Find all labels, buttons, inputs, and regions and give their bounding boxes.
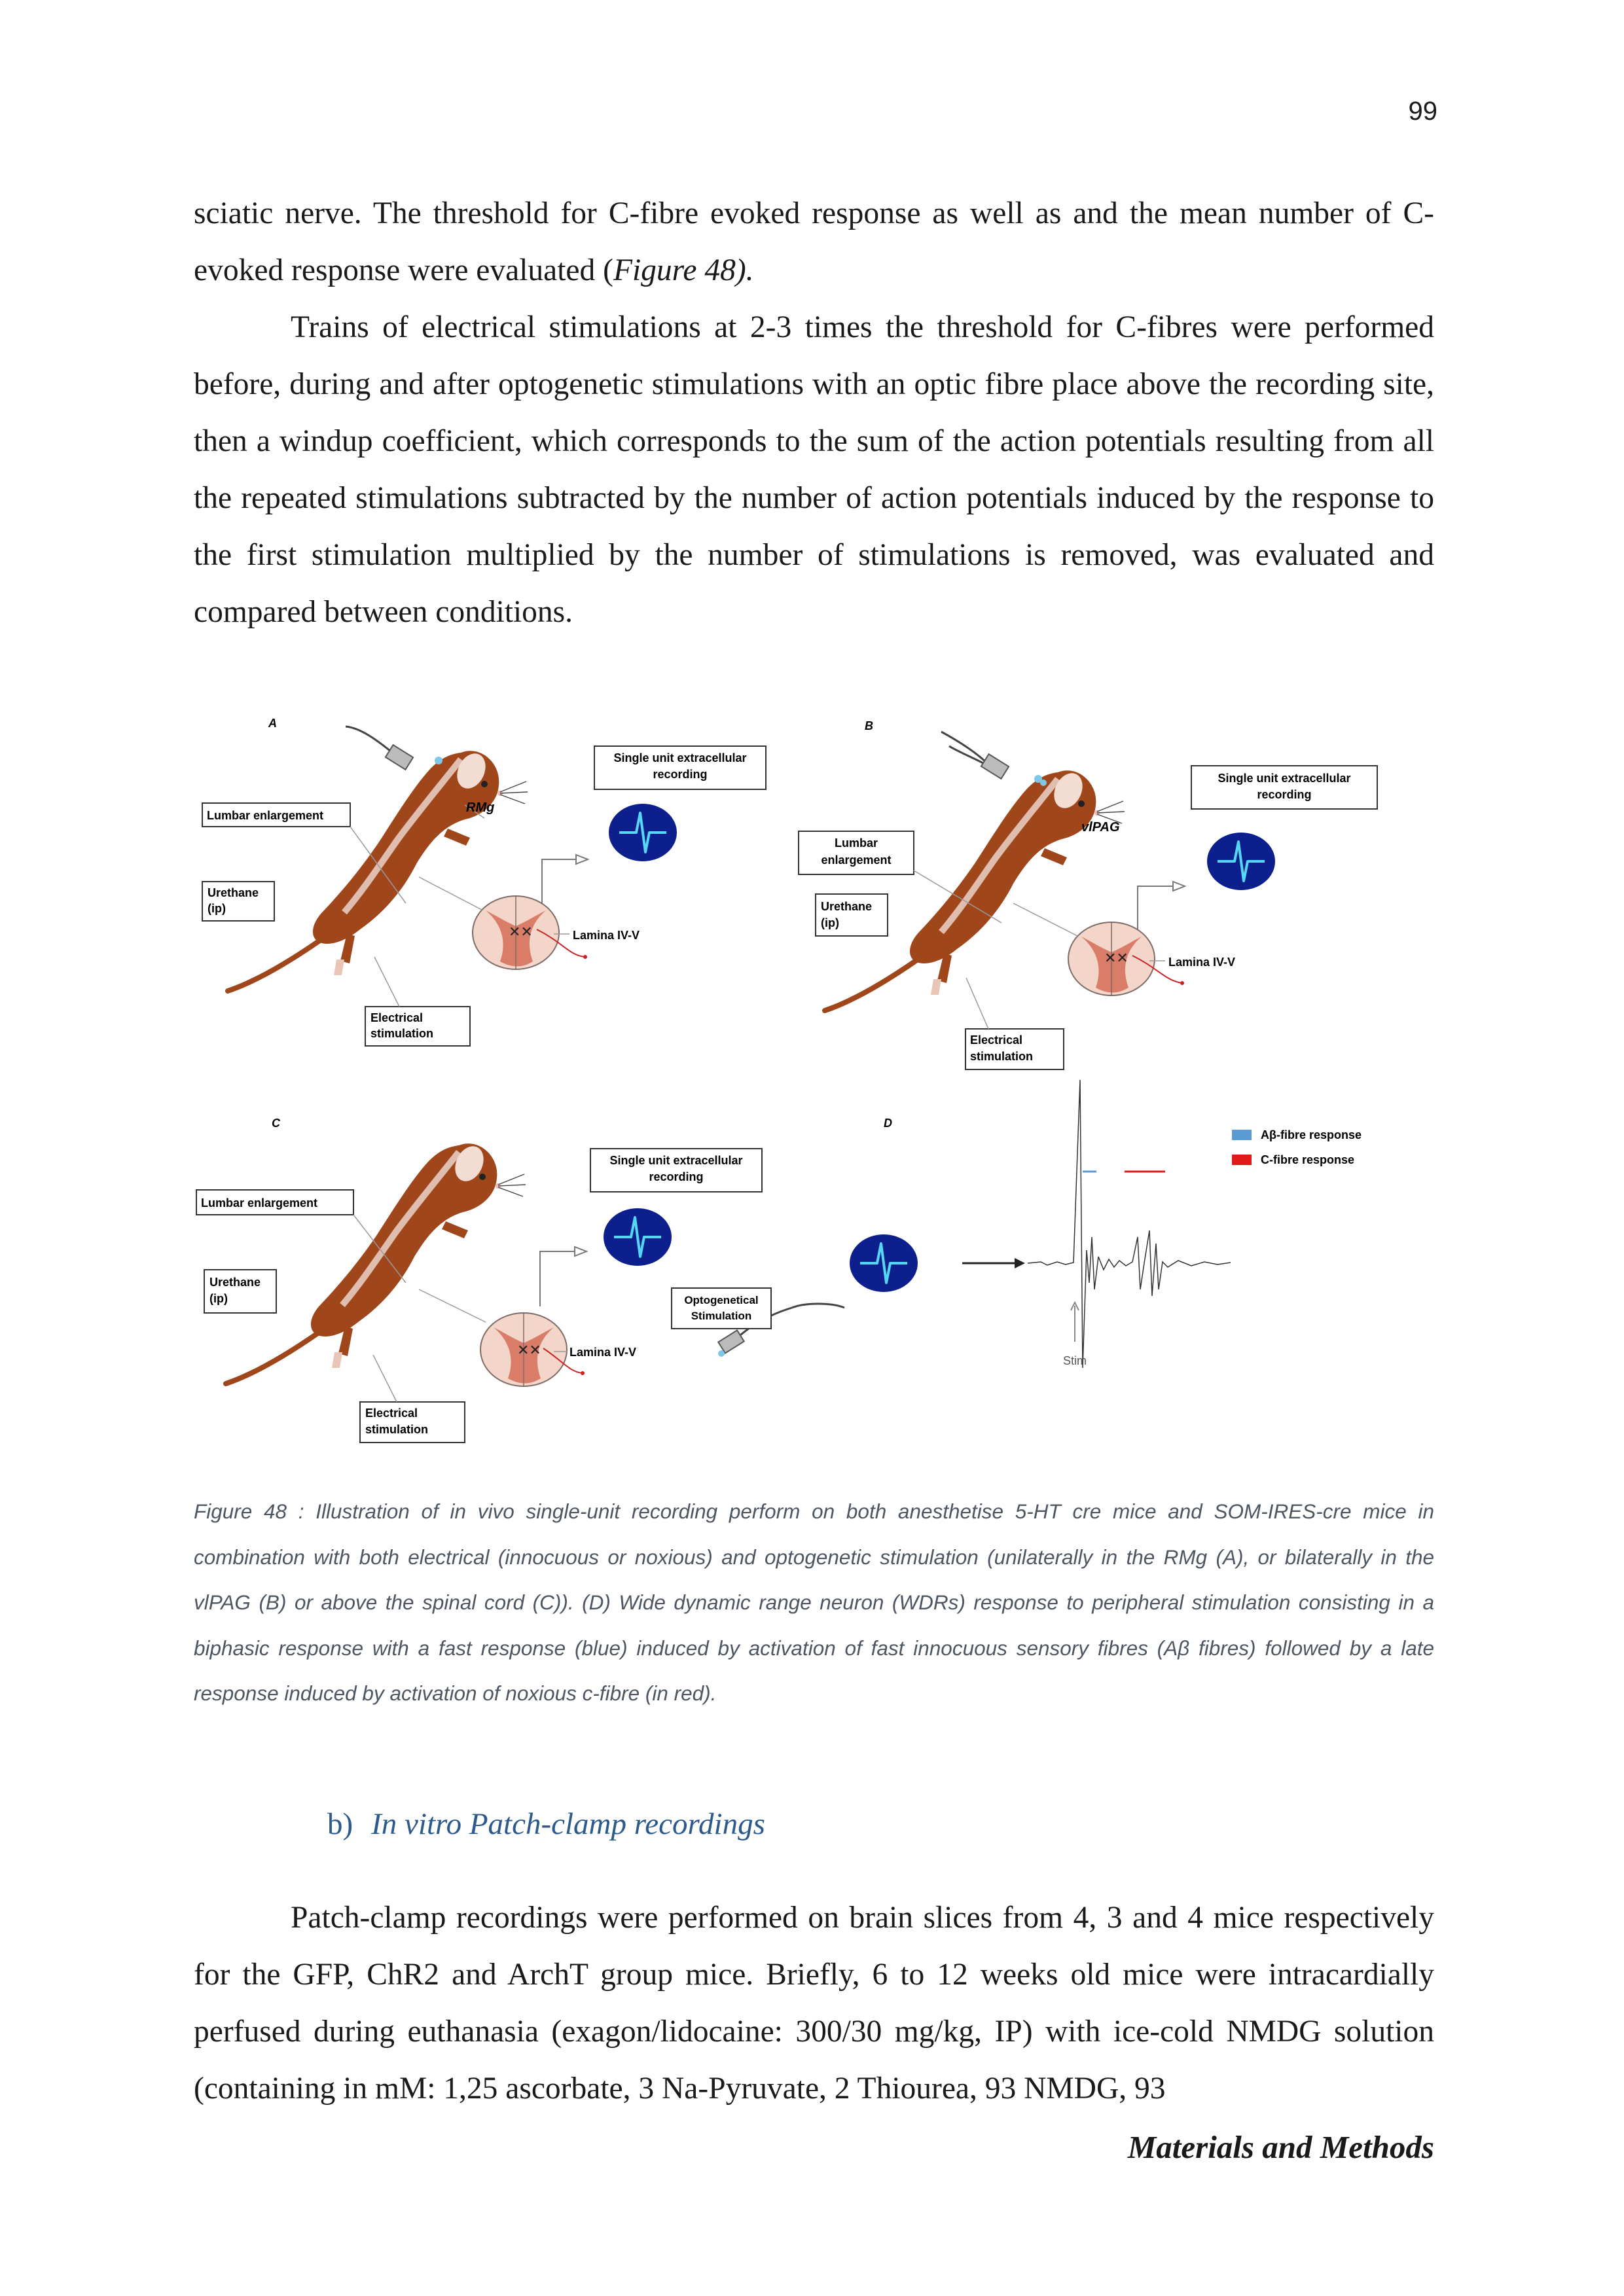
panel-a-oscilloscope-icon [609,804,677,861]
svg-text:Stimulation: Stimulation [691,1310,752,1322]
legend-c-label: C-fibre response [1261,1153,1354,1166]
body-text-bottom: Patch-clamp recordings were performed on… [194,1890,1434,2117]
panel-c-lumbar-label: Lumbar enlargement [201,1196,317,1210]
panel-b-urethane-label: Urethane [821,900,872,913]
panel-b-region: vlPAG [1081,820,1120,834]
svg-text:recording: recording [1257,788,1311,801]
panel-a-lamina-label: Lamina IV-V [573,929,640,942]
figure-reference[interactable]: Figure 48). [613,253,754,287]
svg-text:(ip): (ip) [209,1292,228,1305]
paragraph-2: Trains of electrical stimulations at 2-3… [194,299,1434,641]
paragraph-1-text: sciatic nerve. The threshold for C-fibre… [194,196,1434,287]
svg-text:stimulation: stimulation [370,1027,433,1040]
section-number: b) [327,1807,353,1841]
panel-b-letter: B [865,719,873,732]
panel-b-electrical-label: Electrical [970,1033,1022,1047]
panel-a-region: RMg [466,800,494,815]
panel-c-oscilloscope-icon [604,1208,672,1266]
paragraph-1: sciatic nerve. The threshold for C-fibre… [194,185,1434,299]
panel-a-letter: A [268,717,277,730]
body-text-top: sciatic nerve. The threshold for C-fibre… [194,185,1434,641]
section-title: In vitro Patch-clamp recordings [371,1807,765,1841]
paragraph-3: Patch-clamp recordings were performed on… [194,1890,1434,2117]
legend-ab-swatch [1232,1130,1252,1140]
panel-c-opto-label: Optogenetical [684,1294,758,1306]
svg-text:stimulation: stimulation [970,1050,1033,1063]
panel-b-recording-label: Single unit extracellular [1218,772,1350,785]
legend-c-swatch [1232,1155,1252,1165]
svg-text:enlargement: enlargement [821,853,891,867]
panel-d-stim-label: Stim [1063,1354,1087,1367]
svg-text:recording: recording [649,1170,703,1183]
svg-text:(ip): (ip) [208,902,226,915]
panel-a-electrode-marks: ✕✕ [509,924,533,940]
panel-d-trace [1028,1080,1231,1368]
panel-a-lumbar-label: Lumbar enlargement [207,809,323,822]
panel-d-oscilloscope-icon [850,1234,918,1292]
panel-c-urethane-label: Urethane [209,1276,261,1289]
panel-b-lamina-label: Lamina IV-V [1168,956,1235,969]
panel-a-recording-label: Single unit extracellular [613,751,746,764]
page-number: 99 [1409,97,1438,126]
footer-section-name: Materials and Methods [1128,2128,1434,2166]
panel-a-urethane-label: Urethane [208,886,259,899]
panel-c-electrode-marks: ✕✕ [517,1342,541,1358]
panel-c-recording-label: Single unit extracellular [609,1154,742,1167]
section-heading: b) In vitro Patch-clamp recordings [327,1806,765,1842]
panel-d-letter: D [884,1117,892,1130]
figure-48-illustration: A RMg Lumbar enlargement Urethane (ip) E… [190,713,1434,1473]
panel-d: D Stim Aβ-fibre response C-fibre respons… [850,1080,1362,1368]
figure-caption: Figure 48 : Illustration of in vivo sing… [194,1489,1434,1717]
panel-b-lumbar-label: Lumbar [835,836,878,850]
panel-c-electrical-label: Electrical [365,1407,418,1420]
panel-a: A RMg Lumbar enlargement Urethane (ip) E… [202,717,766,1046]
panel-b-electrode-marks: ✕✕ [1104,950,1128,966]
panel-a-electrical-label: Electrical [370,1011,423,1024]
svg-text:stimulation: stimulation [365,1423,428,1436]
panel-c: C Lumbar enlargement Urethane (ip) Elect… [196,1117,844,1443]
panel-b-oscilloscope-icon [1207,833,1275,890]
svg-text:recording: recording [653,768,707,781]
figure-48: A RMg Lumbar enlargement Urethane (ip) E… [190,713,1434,1473]
panel-c-letter: C [272,1117,281,1130]
panel-c-lamina-label: Lamina IV-V [569,1346,636,1359]
svg-text:(ip): (ip) [821,916,839,929]
legend-ab-label: Aβ-fibre response [1261,1128,1362,1141]
panel-b: B vlPAG Lumbar enlargement Urethane (ip)… [799,719,1377,1069]
